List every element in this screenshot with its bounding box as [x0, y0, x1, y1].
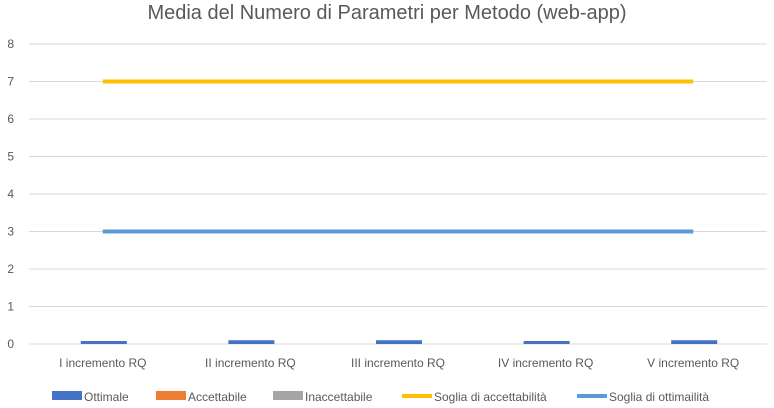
y-tick-label: 7	[7, 75, 14, 89]
legend-swatch	[156, 391, 186, 400]
x-tick-label: II incremento RQ	[205, 356, 296, 370]
bar-ottimale	[228, 340, 275, 344]
chart-title: Media del Numero di Parametri per Metodo…	[147, 2, 627, 24]
legend-swatch	[273, 391, 303, 400]
y-tick-label: 5	[7, 150, 14, 164]
legend-label: Inaccettabile	[305, 390, 373, 404]
y-tick-label: 3	[7, 225, 14, 239]
y-tick-label: 0	[7, 337, 14, 351]
legend-label: Accettabile	[188, 390, 247, 404]
bar-ottimale	[671, 340, 718, 344]
legend-label: Ottimale	[84, 390, 129, 404]
bar-ottimale	[80, 341, 127, 344]
x-tick-label: III incremento RQ	[351, 356, 445, 370]
y-tick-label: 6	[7, 112, 14, 126]
legend-label: Soglia di accettabilità	[434, 390, 547, 404]
legend-swatch	[52, 391, 82, 400]
y-tick-label: 4	[7, 187, 14, 201]
bar-ottimale	[376, 340, 422, 344]
legend-label: Soglia di ottimailità	[609, 390, 709, 404]
y-tick-label: 2	[7, 262, 14, 276]
x-tick-label: I incremento RQ	[59, 356, 146, 370]
y-tick-label: 1	[7, 300, 14, 314]
y-tick-label: 8	[7, 37, 14, 51]
x-tick-label: V incremento RQ	[647, 356, 739, 370]
x-tick-label: IV incremento RQ	[498, 356, 593, 370]
bar-ottimale	[523, 341, 570, 344]
